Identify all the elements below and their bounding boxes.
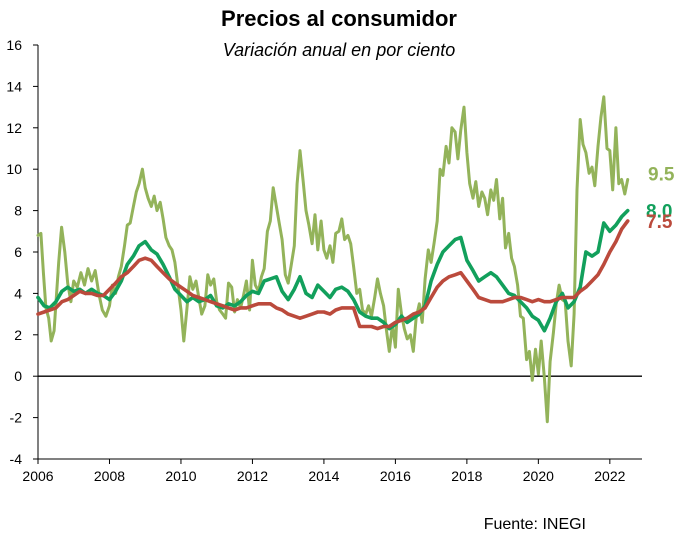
y-tick-label: 12 [6, 120, 22, 136]
x-tick-label: 2010 [165, 468, 196, 484]
source-note: Fuente: INEGI [483, 516, 586, 533]
series-end-label: 7.5 [646, 212, 673, 233]
series-end-label: 9.5 [648, 165, 675, 186]
x-tick-label: 2022 [594, 468, 625, 484]
x-tick-label: 2012 [237, 468, 268, 484]
y-tick-label: 6 [14, 244, 22, 260]
series-line [36, 95, 630, 424]
x-tick-label: 2006 [22, 468, 53, 484]
x-tick-label: 2016 [380, 468, 411, 484]
y-tick-label: 8 [14, 203, 22, 219]
y-tick-label: 14 [6, 78, 22, 94]
y-tick-label: 2 [14, 327, 22, 343]
axes: -4 -2 0 2 4 6 8 10 12 14 16 2006 2008 2010 2012 2014 201… [6, 37, 642, 484]
series-line [36, 219, 630, 331]
series-line [36, 208, 630, 333]
series-layer [36, 95, 630, 424]
y-tick-label: 16 [6, 37, 22, 53]
y-tick-label: 4 [14, 285, 22, 301]
series-end-label: 8.0 [646, 202, 672, 223]
y-tick-label: -2 [10, 410, 23, 426]
x-tick-label: 2008 [94, 468, 125, 484]
y-tick-label: 10 [6, 161, 22, 177]
chart-subtitle: Variación anual en por ciento [222, 40, 456, 60]
labels-layer: 9.5 8.07.5 [646, 165, 675, 233]
chart-title: Precios al consumidor [221, 6, 457, 31]
x-tick-label: 2020 [523, 468, 554, 484]
x-tick-label: 2018 [451, 468, 482, 484]
y-tick-label: -4 [10, 451, 23, 467]
y-tick-label: 0 [14, 368, 22, 384]
x-tick-label: 2014 [308, 468, 339, 484]
